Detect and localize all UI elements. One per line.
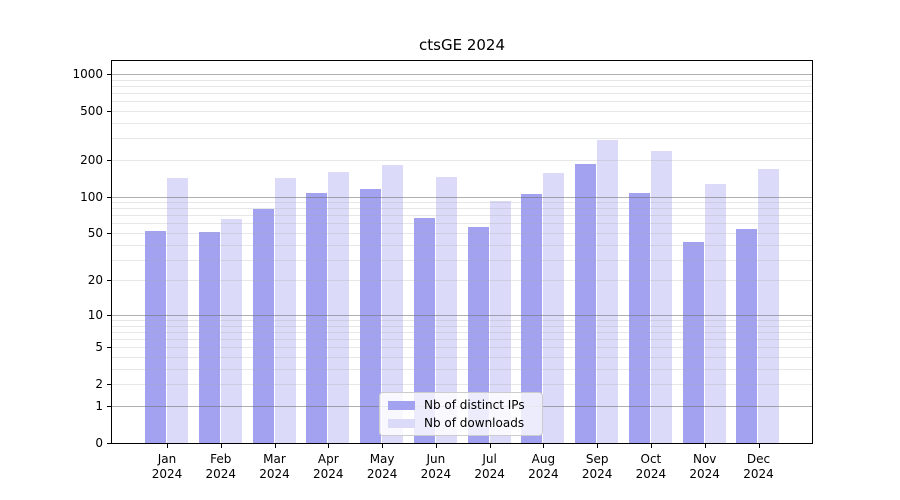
y-tick-label: 1 [95, 399, 103, 413]
y-tick-mark [107, 347, 111, 349]
y-tick-label: 0 [95, 436, 103, 450]
bar-distinct-ips [575, 164, 597, 443]
bar-downloads [543, 172, 565, 443]
bar-downloads [597, 139, 619, 443]
y-tick-label: 5 [95, 340, 103, 355]
x-tick-label: Jan 2024 [151, 452, 183, 481]
y-tick-label: 500 [80, 103, 103, 118]
y-tick-label: 100 [80, 189, 103, 204]
x-tick-label: Dec 2024 [743, 452, 774, 481]
legend-item-distinct-ips: Nb of distinct IPs [380, 398, 542, 412]
y-tick-mark [107, 159, 111, 161]
bar-distinct-ips [736, 228, 758, 443]
bars-layer [112, 61, 812, 443]
x-tick-mark [758, 444, 760, 448]
y-tick-mark [107, 314, 111, 316]
y-tick-label: 50 [87, 226, 103, 240]
x-tick-mark [382, 444, 384, 448]
x-tick-mark [328, 444, 330, 448]
x-tick-label: Oct 2024 [635, 452, 667, 481]
legend-box: Nb of distinct IPs Nb of downloads [379, 392, 543, 436]
legend-label-downloads: Nb of downloads [424, 416, 525, 430]
bar-distinct-ips [413, 218, 435, 443]
bar-downloads [328, 171, 350, 443]
x-tick-label: Jun 2024 [420, 452, 452, 481]
bar-distinct-ips [145, 230, 166, 443]
legend-label-distinct-ips: Nb of distinct IPs [424, 398, 525, 412]
bar-distinct-ips [198, 231, 220, 443]
y-tick-label: 20 [87, 273, 103, 288]
y-tick-mark [107, 384, 111, 386]
bar-distinct-ips [628, 192, 650, 443]
bar-downloads [758, 168, 780, 443]
x-tick-label: Nov 2024 [689, 452, 720, 481]
bar-downloads [489, 201, 511, 443]
x-tick-label: Jul 2024 [474, 452, 505, 481]
plot-area [111, 60, 813, 444]
bar-distinct-ips [252, 208, 274, 443]
x-tick-label: May 2024 [366, 452, 398, 481]
bar-downloads [650, 150, 672, 443]
x-tick-mark [274, 444, 276, 448]
y-tick-mark [107, 196, 111, 198]
x-tick-mark [704, 444, 706, 448]
y-tick-mark [107, 73, 111, 75]
bar-downloads [274, 177, 296, 443]
x-tick-mark [489, 444, 491, 448]
legend-swatch-distinct-ips [388, 400, 415, 410]
bar-distinct-ips [306, 193, 328, 443]
legend-swatch-downloads [388, 418, 415, 428]
x-tick-label: Apr 2024 [313, 452, 344, 481]
chart-title: ctsGE 2024 [419, 36, 505, 54]
x-tick-mark [650, 444, 652, 448]
y-tick-mark [107, 110, 111, 112]
y-tick-label: 2 [95, 377, 103, 392]
bar-downloads [435, 177, 457, 443]
y-tick-label: 10 [87, 307, 103, 322]
x-tick-label: Sep 2024 [581, 452, 613, 481]
x-tick-label: Feb 2024 [205, 452, 237, 481]
y-tick-mark [107, 280, 111, 282]
x-tick-mark [167, 444, 168, 448]
bar-distinct-ips [521, 194, 543, 443]
y-tick-mark [107, 443, 111, 444]
x-tick-mark [543, 444, 545, 448]
bar-distinct-ips [682, 242, 704, 443]
bar-downloads [167, 178, 188, 443]
bar-downloads [704, 184, 726, 443]
legend-item-downloads: Nb of downloads [380, 416, 542, 430]
x-tick-mark [597, 444, 599, 448]
y-tick-label: 1000 [72, 66, 103, 81]
y-tick-label: 200 [80, 152, 103, 167]
bar-distinct-ips [467, 227, 489, 443]
x-tick-mark [220, 444, 222, 448]
bar-downloads [220, 219, 242, 443]
x-tick-mark [435, 444, 437, 448]
y-tick-mark [107, 406, 111, 407]
x-tick-label: Aug 2024 [528, 452, 559, 481]
bar-distinct-ips [360, 189, 382, 443]
y-tick-mark [107, 233, 111, 234]
bar-downloads [382, 165, 404, 443]
x-tick-label: Mar 2024 [259, 452, 290, 481]
